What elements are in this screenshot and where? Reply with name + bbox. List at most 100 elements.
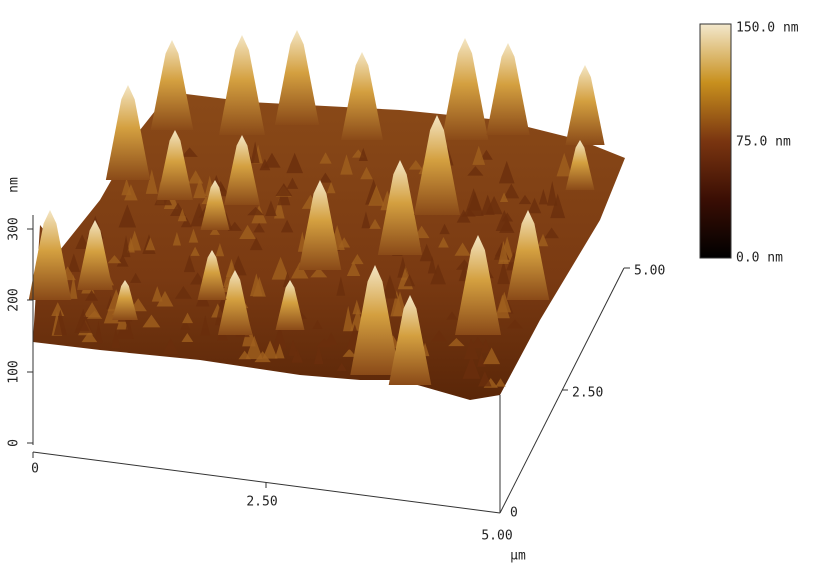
surface-peak — [497, 260, 510, 285]
surface-peak — [142, 314, 161, 328]
surface-peak — [128, 230, 142, 251]
surface-peak — [85, 290, 99, 301]
colorbar-label: 75.0 nm — [736, 135, 791, 150]
surface-peak — [324, 332, 338, 346]
surface-peak — [310, 267, 328, 278]
surface-peak — [414, 115, 460, 215]
surface-peak — [388, 295, 432, 385]
surface-peak — [121, 178, 132, 196]
surface-peak — [280, 219, 294, 233]
surface-peak — [480, 339, 491, 353]
surface-peak — [438, 237, 449, 248]
surface-peak — [111, 328, 121, 349]
surface-peak — [518, 194, 532, 205]
surface-peak — [190, 246, 200, 256]
x-tick-label: 5.00 — [481, 529, 512, 544]
surface-peak — [430, 263, 446, 285]
surface-peak — [145, 237, 156, 251]
surface-peak — [180, 319, 191, 330]
surface-peak — [107, 255, 122, 264]
surface-peak — [495, 210, 513, 232]
surface-peak — [478, 371, 492, 387]
surface-peak — [361, 211, 371, 229]
x-tick-label: 2.50 — [246, 495, 277, 510]
surface-peak — [290, 262, 309, 279]
surface-peak — [408, 159, 423, 170]
surface-peak — [427, 256, 437, 274]
surface-peak — [118, 204, 137, 228]
surface-peak — [480, 149, 493, 160]
surface-peak — [123, 315, 134, 339]
surface-peak — [190, 272, 206, 285]
surface-peak — [156, 290, 174, 307]
z-tick-label: 100 — [7, 360, 22, 383]
surface-peak — [254, 351, 271, 363]
surface-peak — [565, 140, 595, 190]
surface-peak — [209, 226, 220, 235]
surface-peak — [274, 343, 285, 359]
z-axis-label: nm — [7, 177, 22, 193]
surface-peak — [390, 290, 404, 317]
surface-peak — [358, 147, 368, 162]
surface-peak — [537, 233, 549, 247]
surface-peak — [377, 160, 423, 255]
x-axis-unit: μm — [510, 549, 526, 564]
surface-peak — [472, 145, 486, 165]
y-tick-label: 5.00 — [634, 264, 665, 279]
surface-peak — [172, 231, 182, 246]
colorbar — [699, 23, 732, 259]
surface-peak — [346, 261, 361, 276]
surface-peak — [28, 210, 72, 300]
surface-peak — [343, 305, 354, 332]
surface-peak — [129, 272, 142, 283]
surface-peak — [86, 310, 103, 319]
surface-peak — [275, 280, 305, 330]
x-tick-label: 0 — [31, 462, 39, 477]
colorbar-label: 150.0 nm — [736, 21, 799, 36]
surface-peak — [274, 30, 320, 125]
surface-peak — [448, 338, 465, 347]
surface-peak — [162, 338, 179, 355]
surface-peak — [182, 312, 194, 324]
surface-peak — [462, 355, 481, 379]
surface-peak — [245, 335, 263, 359]
surface-peak — [75, 234, 90, 249]
surface-peak — [318, 172, 332, 183]
surface-peak — [253, 222, 265, 233]
surface-peak — [181, 147, 198, 157]
surface-peak — [183, 254, 196, 273]
surface-peak — [319, 152, 332, 164]
surface-peak — [247, 206, 265, 216]
surface-peak — [369, 218, 381, 229]
surface-peak — [263, 152, 281, 168]
surface — [28, 30, 625, 400]
surface-peak — [352, 299, 362, 315]
surface-peak — [419, 243, 434, 262]
surface-peak — [341, 52, 383, 140]
surface-peak — [150, 40, 194, 130]
surface-peak — [350, 265, 400, 375]
surface-peak — [446, 311, 458, 320]
surface-peak — [316, 338, 333, 348]
surface-peak — [77, 220, 113, 290]
z-tick-label: 0 — [7, 439, 22, 447]
surface-peak — [177, 208, 187, 222]
surface-peak — [174, 286, 192, 299]
surface-peak — [503, 183, 520, 199]
surface-peak — [81, 331, 98, 343]
surface-peak — [197, 250, 227, 300]
z-tick-label: 300 — [7, 217, 22, 240]
surface-peak — [403, 274, 416, 287]
surface-peak — [151, 286, 163, 302]
surface-peak — [382, 274, 398, 299]
surface-peak — [112, 280, 138, 320]
surface-peak — [336, 362, 347, 372]
surface-peak — [401, 267, 410, 281]
surface-peak — [217, 270, 253, 335]
surface-peak — [188, 228, 199, 243]
surface-peak — [272, 324, 287, 349]
surface-peak — [340, 154, 353, 175]
surface-peak — [527, 197, 542, 214]
surface-peak — [53, 309, 67, 336]
